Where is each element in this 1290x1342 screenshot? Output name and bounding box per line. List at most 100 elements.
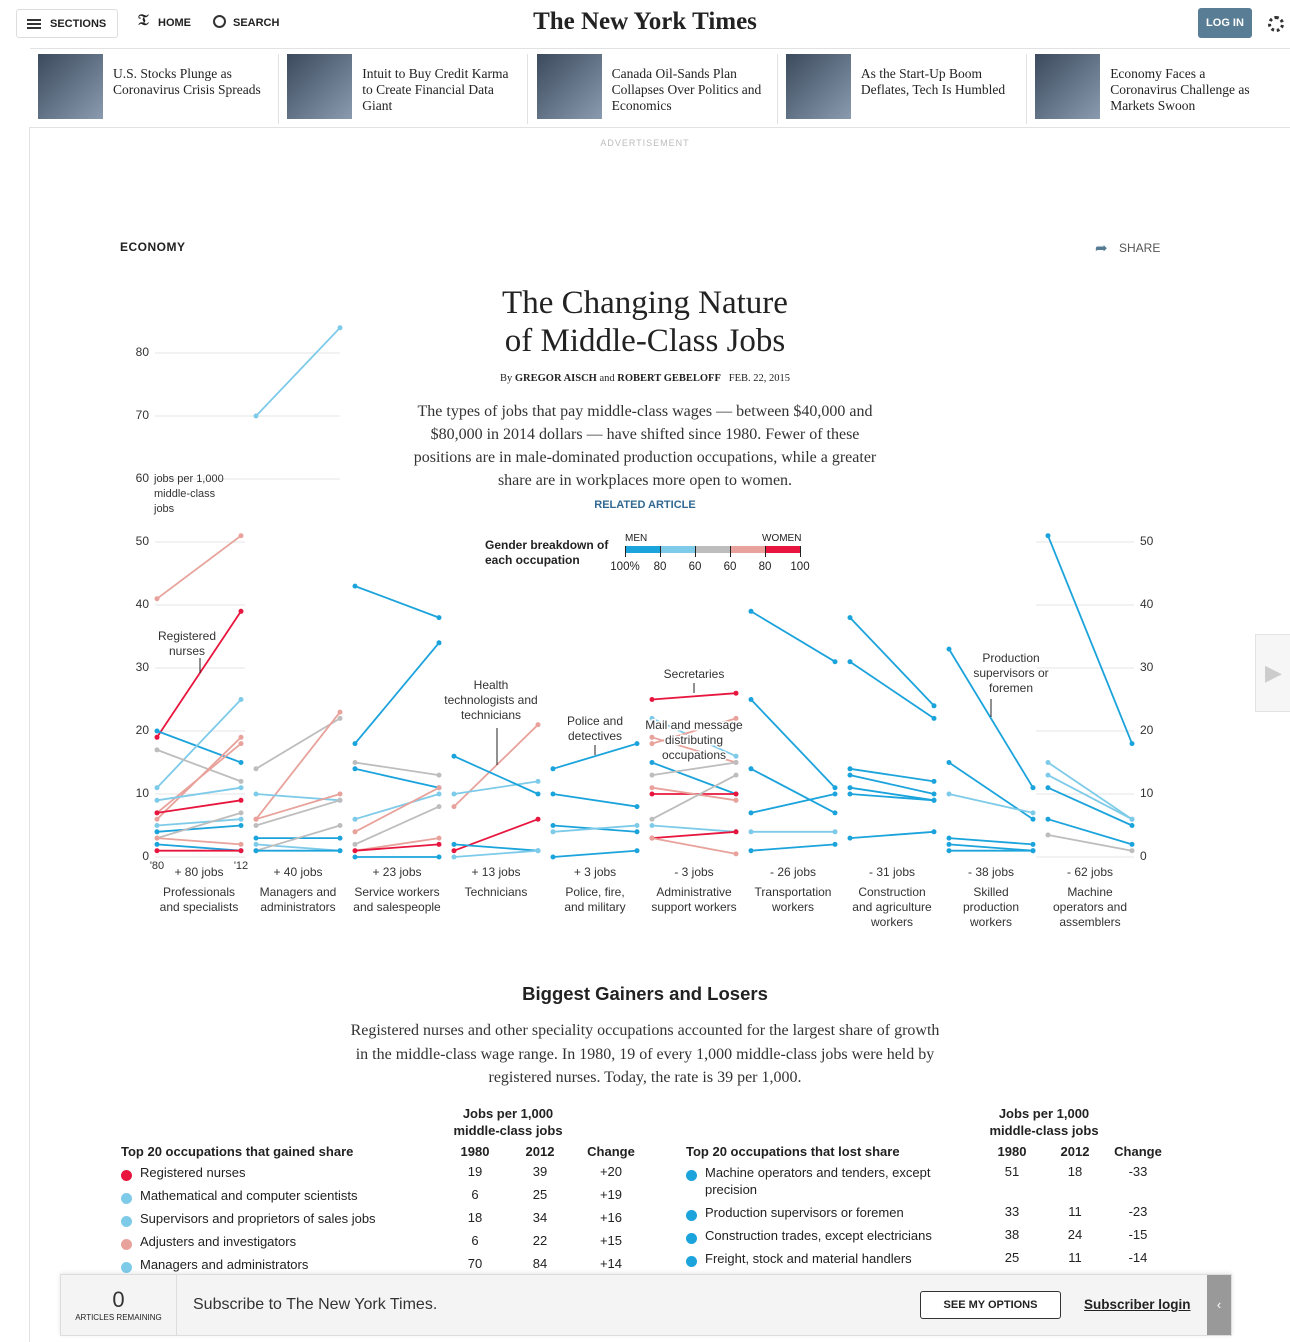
point [154,841,160,847]
legend-tick [660,546,661,557]
author[interactable]: GREGOR AISCH [514,373,597,384]
point [649,741,655,747]
slope-line [255,843,341,852]
author[interactable]: ROBERT GEBELOFF [617,373,721,384]
menu-icon [27,19,41,21]
sections-button[interactable]: SECTIONS [16,9,118,38]
options-button[interactable]: SEE MY OPTIONS [920,1291,1061,1319]
point [946,760,952,765]
point [1045,785,1051,791]
point [847,615,853,621]
panel-name: workers [870,915,913,929]
point [253,791,259,797]
search-link[interactable]: SEARCH [233,17,280,29]
change-label: - 62 jobs [1067,865,1113,879]
point [451,791,457,797]
section-label[interactable]: ECONOMY [120,240,186,254]
legend-tick-label: 80 [758,561,772,573]
legend-women: WOMEN [762,533,802,544]
headline: The Changing Nature of Middle-Class Jobs [395,284,895,360]
change-label: + 23 jobs [372,865,421,879]
headline-card[interactable]: U.S. Stocks Plunge as Coronavirus Crisis… [38,54,278,120]
headline-card[interactable]: Canada Oil-Sands Plan Collapses Over Pol… [536,54,777,120]
share-button[interactable]: SHARE [1119,241,1161,255]
headline-card[interactable]: Intuit to Buy Credit Karma to Create Fin… [287,54,527,120]
slope-line [750,698,836,789]
point [451,841,457,847]
byline-by: By [499,373,513,384]
slope-line [1047,786,1133,827]
headline-card[interactable]: Economy Faces a Coronavirus Challenge as… [1035,54,1275,120]
home-link[interactable]: HOME [158,17,191,29]
y-tick-label: 30 [136,660,150,674]
section-text: Registered nurses and other speciality o… [350,1022,940,1086]
y-tick-label: 70 [136,408,150,422]
divider [527,54,529,124]
slope-line [651,830,737,839]
login-link[interactable]: Subscriber login [1084,1297,1191,1312]
slope-line [453,724,539,808]
color-dot [121,1170,132,1181]
point [238,841,244,847]
point [337,797,343,803]
headline-card[interactable]: As the Start-Up Boom Deflates, Tech Is H… [785,54,1026,120]
articles-label: ARTICLES REMAINING [75,1313,162,1322]
legend-swatch [625,546,660,553]
point [1030,785,1036,791]
point [550,823,556,828]
point [550,791,556,797]
page-border [29,127,30,1342]
point [436,615,442,621]
table-cell: 38 [1004,1227,1020,1242]
color-dot [121,1193,132,1204]
legend-tick-label: 60 [723,561,737,573]
login-button[interactable]: LOG IN [1198,8,1252,38]
column-header: Change [1114,1144,1162,1159]
point [238,785,244,791]
slope-line [354,837,440,852]
slope-line [552,824,638,833]
collapse-tab[interactable]: ‹ [1207,1275,1231,1335]
next-arrow[interactable]: ▶ [1255,634,1290,712]
point [238,778,244,784]
point [832,810,838,816]
point [436,791,442,797]
slope-line [948,648,1034,789]
related-link[interactable]: RELATED ARTICLE [594,499,696,511]
point [1030,810,1036,816]
panel-name: Administrative [656,885,732,899]
subscribe-bar: 0 ARTICLES REMAINING Subscribe to The Ne… [60,1274,1232,1336]
point [253,823,259,828]
occupation-name: Registered nurses [140,1165,246,1180]
slope-line [948,793,1034,814]
point [1129,816,1135,822]
point [238,533,244,539]
point [733,851,739,857]
slope-line [354,843,440,852]
occupation-name: Mathematical and computer scientists [140,1188,358,1203]
point [535,722,541,728]
y2-tick-label: 30 [1140,660,1154,674]
panel-name: Police, fire, [565,885,624,899]
point [253,835,259,841]
table-cell: +15 [599,1233,623,1248]
settings-icon[interactable] [1268,16,1284,32]
headline-text: Intuit to Buy Credit Karma to Create Fin… [362,66,509,113]
point [352,848,358,854]
logo[interactable]: The New York Times [533,8,757,35]
x-tick-label: '80 [150,860,164,872]
thumbnail [38,54,103,119]
point [352,816,358,822]
legend-swatch [730,546,765,553]
point [649,823,655,828]
slope-line [354,642,440,745]
point [1045,760,1051,765]
point [1030,841,1036,847]
x-tick-label: '12 [234,860,248,872]
slope-line [1047,818,1133,846]
point [451,804,457,810]
slope-line [651,837,737,855]
panel-name: Construction [858,885,925,899]
slope-line [156,736,242,820]
slope-line [948,837,1034,846]
